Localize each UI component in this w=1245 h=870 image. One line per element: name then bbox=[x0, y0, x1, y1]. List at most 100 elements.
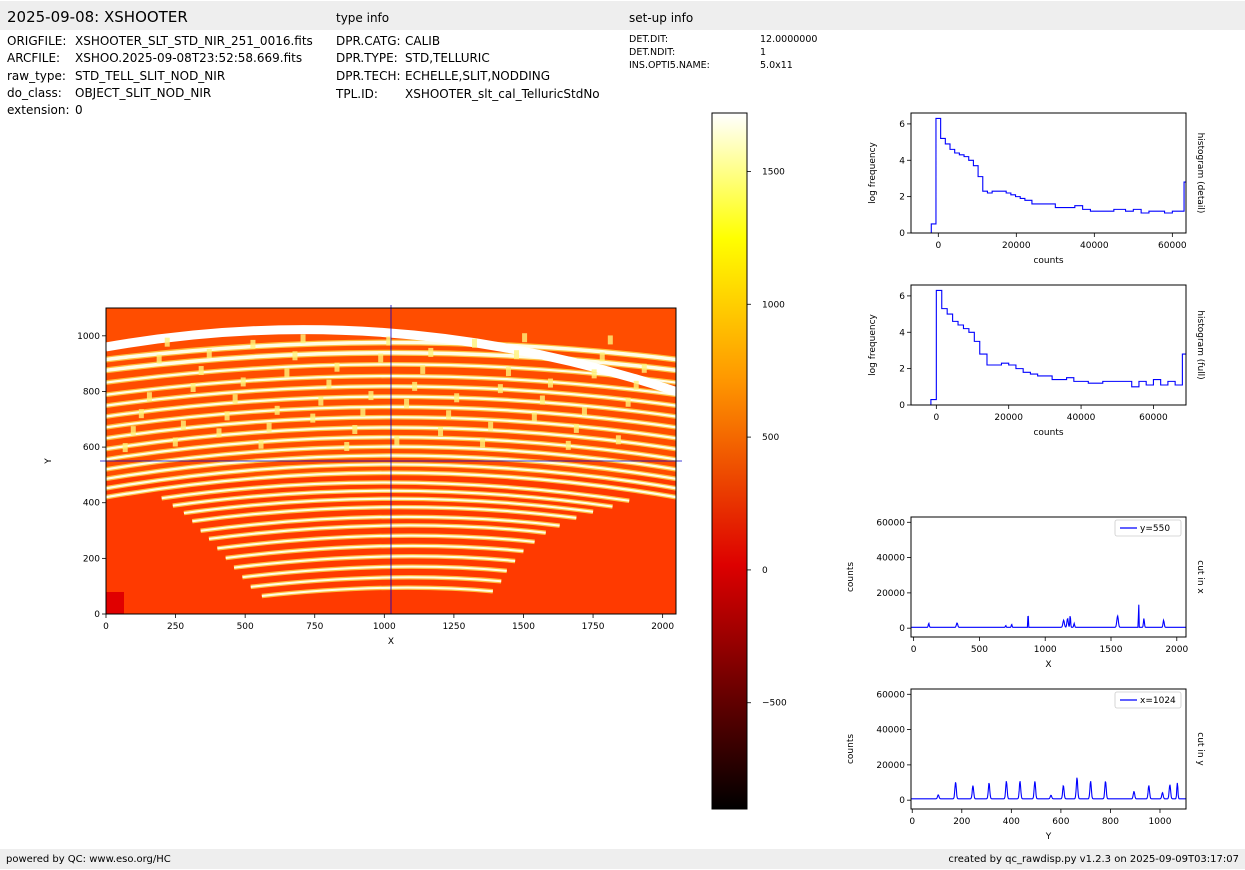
x-axis-label: counts bbox=[1033, 256, 1063, 266]
sky-line bbox=[368, 391, 374, 401]
y-tick-label: 4 bbox=[899, 328, 905, 338]
sky-line bbox=[599, 352, 605, 362]
x-tick-label: 250 bbox=[167, 622, 184, 632]
colorbar: −500 0 500 1000 1500 bbox=[711, 112, 787, 810]
x-axis-label: counts bbox=[1033, 428, 1063, 438]
echelle-order bbox=[192, 506, 577, 523]
x-tick-label: 1500 bbox=[512, 622, 535, 632]
x-tick-label: 0 bbox=[911, 645, 917, 655]
sky-line bbox=[146, 392, 152, 402]
sky-line bbox=[573, 423, 579, 433]
sky-line bbox=[318, 396, 324, 406]
echelle-order bbox=[183, 497, 594, 515]
type-info-value: CALIB bbox=[405, 34, 441, 48]
sky-line bbox=[404, 398, 410, 408]
file-info-key: ARCFILE: bbox=[7, 51, 61, 65]
legend-box bbox=[1114, 691, 1182, 709]
sky-line bbox=[258, 439, 264, 449]
y-tick-label: 20000 bbox=[876, 761, 905, 771]
y-tick-label: 0 bbox=[94, 610, 100, 620]
setup-info-value: 1 bbox=[760, 47, 767, 58]
colorbar-tick-label: 1000 bbox=[762, 300, 785, 310]
y-tick-label: 600 bbox=[83, 443, 100, 453]
histogram-detail: 0 20000 40000 60000 0 2 4 6 counts log frequency h… bbox=[868, 112, 1205, 266]
plot-frame bbox=[910, 112, 1187, 234]
y-axis-label: counts bbox=[846, 562, 856, 592]
sky-line bbox=[198, 366, 204, 376]
colorbar-tick-label: −500 bbox=[762, 699, 787, 709]
sky-line bbox=[446, 410, 452, 420]
y-tick-label: 6 bbox=[899, 120, 905, 130]
file-info-key: do_class: bbox=[7, 86, 62, 100]
detector-image: 0 250 500 750 1000 1250 1500 1750 2000 0 200 400 600… bbox=[44, 305, 682, 647]
x-tick-label: 500 bbox=[971, 645, 988, 655]
echelle-order bbox=[172, 489, 613, 508]
type-info-heading: type info bbox=[336, 11, 390, 25]
sky-line bbox=[625, 397, 631, 407]
sky-line bbox=[607, 335, 613, 345]
x-tick-label: 2000 bbox=[1165, 645, 1188, 655]
x-tick-label: 0 bbox=[933, 413, 939, 423]
y-tick-label: 400 bbox=[83, 499, 100, 509]
x-tick-label: 0 bbox=[935, 241, 941, 251]
x-axis-label: X bbox=[388, 637, 394, 647]
y-tick-label: 800 bbox=[83, 387, 100, 397]
sky-line bbox=[547, 378, 553, 388]
cut-series bbox=[911, 604, 1186, 628]
x-tick-label: 0 bbox=[909, 817, 915, 827]
file-info-key: raw_type: bbox=[7, 69, 66, 83]
y-tick-label: 0 bbox=[899, 796, 905, 806]
footer-band bbox=[0, 849, 1245, 869]
x-tick-label: 40000 bbox=[1067, 413, 1096, 423]
file-info-value: STD_TELL_SLIT_NOD_NIR bbox=[75, 69, 226, 83]
x-tick-label: 200 bbox=[953, 817, 970, 827]
sky-line bbox=[412, 381, 418, 391]
colorbar-tick-label: 500 bbox=[762, 433, 779, 443]
colorbar-tick-label: 0 bbox=[762, 566, 768, 576]
plot-frame bbox=[105, 307, 677, 615]
sky-line bbox=[641, 363, 647, 373]
type-info-value: XSHOOTER_slt_cal_TelluricStdNo bbox=[405, 87, 600, 101]
setup-info-key: DET.NDIT: bbox=[629, 47, 676, 58]
echelle-order bbox=[250, 576, 502, 588]
sky-line bbox=[250, 339, 256, 349]
y-tick-label: 0 bbox=[899, 229, 905, 239]
histogram-series bbox=[925, 289, 1186, 406]
histogram-series bbox=[926, 117, 1186, 234]
x-tick-label: 60000 bbox=[1139, 413, 1168, 423]
sky-line bbox=[292, 351, 298, 361]
sky-line bbox=[266, 422, 272, 432]
legend-label: y=550 bbox=[1140, 524, 1170, 534]
x-tick-label: 1500 bbox=[1100, 645, 1123, 655]
type-info-value: STD,TELLURIC bbox=[405, 51, 490, 65]
echelle-order bbox=[225, 544, 524, 559]
sky-line bbox=[274, 405, 280, 415]
y-axis-label: log frequency bbox=[868, 313, 878, 375]
sky-line bbox=[190, 383, 196, 393]
page-title: 2025-09-08: XSHOOTER bbox=[7, 8, 188, 26]
sky-line bbox=[514, 350, 520, 360]
x-axis-label: Y bbox=[1045, 832, 1052, 842]
y-axis-label: log frequency bbox=[868, 141, 878, 203]
x-tick-label: 1000 bbox=[373, 622, 396, 632]
y-tick-label: 1000 bbox=[77, 332, 100, 342]
y-tick-label: 60000 bbox=[876, 690, 905, 700]
sky-line bbox=[378, 353, 384, 363]
echelle-order bbox=[217, 534, 535, 550]
type-info-key: DPR.TECH: bbox=[336, 69, 401, 83]
y-tick-label: 6 bbox=[899, 292, 905, 302]
sky-line bbox=[300, 334, 306, 344]
sky-line bbox=[130, 426, 136, 436]
x-tick-label: 1750 bbox=[582, 622, 605, 632]
sky-line bbox=[284, 368, 290, 378]
file-info-key: extension: bbox=[7, 103, 70, 117]
y-tick-label: 40000 bbox=[876, 726, 905, 736]
y-tick-label: 20000 bbox=[876, 589, 905, 599]
echelle-order bbox=[161, 481, 630, 502]
side-label: cut in x bbox=[1195, 560, 1205, 594]
cut-series bbox=[911, 777, 1186, 800]
y-axis-label: Y bbox=[44, 458, 54, 465]
y-tick-label: 4 bbox=[899, 156, 905, 166]
